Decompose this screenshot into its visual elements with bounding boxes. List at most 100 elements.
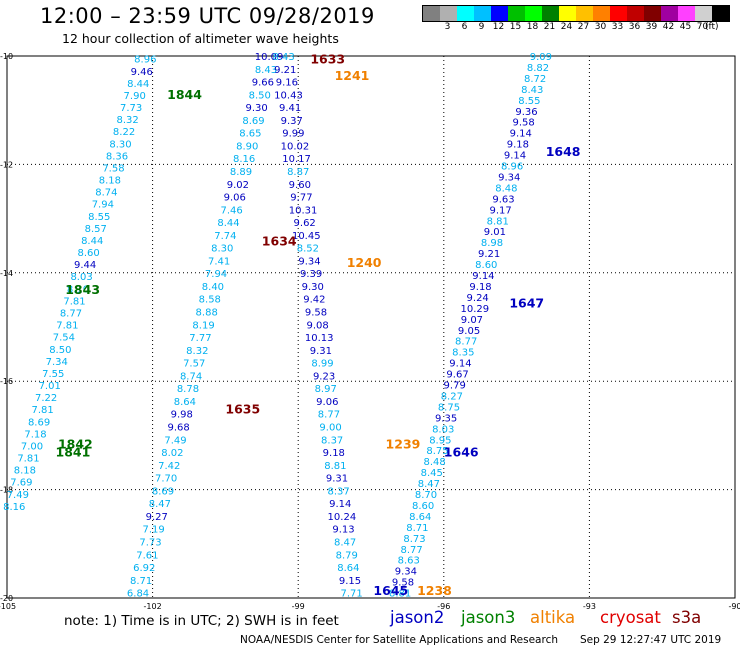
- swh-value: 7.49: [164, 435, 186, 446]
- swh-value: 8.81: [487, 216, 509, 227]
- satellite-name: jason3: [461, 608, 516, 627]
- swh-value: 9.02: [227, 180, 249, 191]
- swh-value: 7.01: [39, 381, 61, 392]
- swh-value: 7.00: [21, 441, 43, 452]
- pass-label: 1842: [58, 437, 93, 452]
- legend-swatch: [508, 6, 525, 21]
- swh-value: 9.36: [515, 107, 537, 118]
- legend-swatch: [661, 6, 678, 21]
- swh-value: 7.81: [17, 454, 39, 465]
- swh-value: 8.89: [230, 167, 252, 178]
- legend-tick-label: 3: [444, 22, 451, 32]
- swh-value: 8.64: [174, 397, 196, 408]
- swh-value: 8.52: [297, 244, 319, 255]
- swh-value: 8.43: [521, 85, 543, 96]
- swh-value: 9.30: [302, 282, 324, 293]
- legend-tick-label: 45: [679, 22, 692, 32]
- swh-value: 9.35: [435, 413, 457, 424]
- lat-tick-label: -12: [0, 160, 13, 169]
- swh-value: 8.81: [389, 589, 411, 600]
- legend-tick-label: 70: [696, 22, 709, 32]
- lon-tick-label: -93: [583, 602, 596, 611]
- swh-value: 8.02: [161, 448, 183, 459]
- satellite-name: altika: [530, 608, 576, 627]
- swh-value: 9.39: [300, 269, 322, 280]
- swh-value: 7.73: [139, 537, 161, 548]
- swh-value: 8.32: [116, 115, 138, 126]
- swh-value: 9.34: [395, 567, 417, 578]
- legend-swatch: [678, 6, 695, 21]
- lat-tick-label: -18: [0, 486, 13, 495]
- swh-value: 8.77: [400, 545, 422, 556]
- swh-value: 9.14: [472, 271, 494, 282]
- swh-value: 9.60: [289, 180, 311, 191]
- pass-label: 1844: [167, 87, 202, 102]
- swh-value: 8.22: [113, 127, 135, 138]
- swh-value: 7.73: [120, 103, 142, 114]
- swh-value: 7.81: [56, 321, 78, 332]
- swh-value: 9.14: [449, 359, 471, 370]
- swh-value: 8.55: [518, 96, 540, 107]
- legend-tick-label: 9: [478, 22, 485, 32]
- swh-value: 8.78: [177, 384, 199, 395]
- swh-value: 8.65: [239, 129, 261, 140]
- pass-label: 1648: [546, 144, 581, 159]
- pass-label: 1843: [65, 282, 100, 297]
- swh-value: 8.55: [88, 212, 110, 223]
- swh-value: 8.96: [134, 55, 156, 66]
- swh-value: 7.74: [214, 231, 236, 242]
- swh-value: 8.40: [202, 282, 224, 293]
- swh-value: 8.74: [95, 188, 117, 199]
- swh-value: 8.43: [273, 52, 295, 63]
- swh-value: 9.34: [298, 256, 320, 267]
- legend-swatch: [525, 6, 542, 21]
- swh-value: 9.14: [504, 151, 526, 162]
- swh-value: 10.43: [274, 90, 303, 101]
- swh-value: 9.13: [332, 525, 354, 536]
- swh-value: 9.37: [281, 116, 303, 127]
- pass-label: 1239: [386, 437, 421, 452]
- legend-tick-label: 12: [492, 22, 505, 32]
- legend-swatch: [491, 6, 508, 21]
- pass-label: 1635: [225, 401, 260, 416]
- swh-value: 8.96: [501, 162, 523, 173]
- swh-value: 8.44: [217, 218, 239, 229]
- pass-label: 1633: [310, 52, 345, 67]
- swh-value: 8.79: [336, 550, 358, 561]
- swh-value: 7.81: [31, 405, 53, 416]
- pass-label: 1647: [509, 296, 544, 311]
- swh-value: 9.21: [478, 249, 500, 260]
- swh-value: 9.17: [490, 205, 512, 216]
- swh-value: 8.60: [78, 248, 100, 259]
- lon-tick-label: -105: [0, 602, 16, 611]
- swh-value: 8.87: [287, 167, 309, 178]
- legend-tick-label: 42: [662, 22, 675, 32]
- swh-value: 7.70: [155, 474, 177, 485]
- swh-value: 9.15: [339, 576, 361, 587]
- swh-value: 10.13: [305, 333, 334, 344]
- swh-value: 8.69: [152, 486, 174, 497]
- pass-label: 1841: [56, 445, 91, 460]
- swh-value: 8.44: [81, 236, 103, 247]
- swh-value: 7.94: [205, 269, 227, 280]
- legend-swatch: [627, 6, 644, 21]
- swh-value: 9.07: [461, 315, 483, 326]
- swh-value: 8.73: [403, 534, 425, 545]
- swh-value: 8.77: [318, 410, 340, 421]
- swh-value: 8.81: [324, 461, 346, 472]
- swh-value: 9.68: [167, 422, 189, 433]
- swh-value: 8.18: [99, 176, 121, 187]
- legend-swatch: [610, 6, 627, 21]
- swh-value: 8.35: [452, 348, 474, 359]
- swh-value: 7.81: [63, 296, 85, 307]
- swh-value: 9.58: [512, 118, 534, 129]
- pass-label: 1241: [335, 68, 370, 83]
- pass-label: 1645: [373, 583, 408, 598]
- swh-value: 8.74: [180, 371, 202, 382]
- swh-value: 10.31: [289, 205, 318, 216]
- legend-swatch: [542, 6, 559, 21]
- swh-value: 8.44: [127, 79, 149, 90]
- lon-tick-label: -96: [437, 602, 450, 611]
- swh-value: 8.58: [199, 295, 221, 306]
